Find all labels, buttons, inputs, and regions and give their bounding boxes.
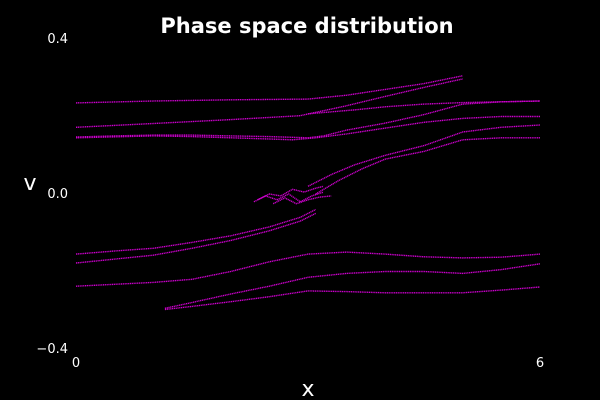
- particle-stream-1: [75, 75, 463, 104]
- x-tick-label-1: 0: [72, 356, 80, 371]
- particle-stream-9: [257, 185, 324, 201]
- particle-stream-13: [75, 251, 541, 287]
- particle-stream-2: [75, 78, 463, 128]
- particle-stream-15: [164, 286, 541, 311]
- particle-stream-14: [164, 263, 541, 309]
- particle-stream-11: [75, 208, 317, 255]
- tick-labels: 0 6 0.4 0.0 −0.4: [36, 32, 544, 371]
- particle-stream-7: [315, 137, 540, 195]
- y-axis-label: v: [23, 171, 36, 196]
- particle-stream-4: [75, 115, 540, 141]
- chart-title: Phase space distribution: [160, 14, 453, 38]
- x-axis-label: x: [301, 377, 314, 400]
- y-tick-label-3: −0.4: [36, 342, 68, 357]
- y-tick-label-2: 0.0: [47, 187, 68, 202]
- x-tick-label-2: 6: [536, 356, 544, 371]
- particle-stream-10: [272, 195, 332, 205]
- y-tick-label-1: 0.4: [47, 32, 68, 47]
- particle-stream-5: [75, 100, 541, 139]
- particle-stream-12: [75, 212, 317, 264]
- data-layer: [75, 75, 541, 311]
- particle-stream-8: [253, 191, 324, 203]
- particle-stream-6: [307, 124, 541, 187]
